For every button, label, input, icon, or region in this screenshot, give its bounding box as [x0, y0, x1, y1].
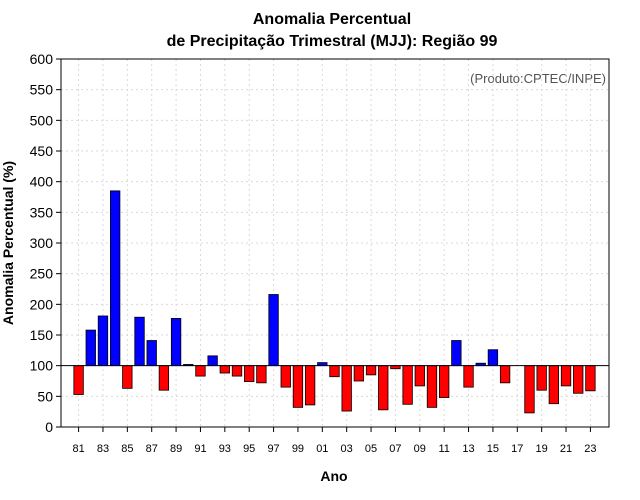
x-tick-label: 17: [511, 443, 523, 455]
bar-94: [231, 365, 243, 377]
x-tick-label: 01: [316, 443, 328, 455]
x-tick-label: 81: [72, 443, 84, 455]
bar-15: [487, 349, 499, 367]
bar-23: [585, 365, 596, 392]
credit-note: (Produto:CPTEC/INPE): [470, 71, 606, 86]
bar-91: [195, 365, 206, 377]
bar-09: [414, 365, 425, 387]
bar-16: [499, 365, 511, 384]
bar-93: [219, 365, 230, 374]
bar-10: [426, 365, 438, 408]
bar-08: [402, 365, 413, 405]
bar-06: [378, 365, 389, 411]
y-tick-label: 100: [30, 358, 54, 374]
bar-89: [170, 318, 182, 367]
bar-84: [109, 190, 121, 367]
bar-85: [122, 365, 133, 389]
bar-04: [353, 365, 365, 382]
x-tick-label: 85: [121, 443, 133, 455]
bar-83: [97, 315, 109, 367]
y-axis: 0 50 100 150 200 250 300 350 400 450 500 550 600: [30, 51, 61, 435]
y-tick-label: 0: [45, 419, 53, 435]
x-tick-label: 07: [389, 443, 401, 455]
y-tick-label: 350: [30, 204, 54, 220]
x-tick-label: 87: [146, 443, 158, 455]
chart-title: Anomalia Percentual: [253, 11, 411, 28]
x-tick-label: 21: [560, 443, 572, 455]
x-tick-label: 13: [462, 443, 474, 455]
bar-13: [463, 365, 474, 388]
bar-98: [280, 365, 291, 388]
bar-11: [439, 365, 450, 398]
x-tick-label: 99: [292, 443, 304, 455]
x-tick-label: 89: [170, 443, 182, 455]
y-tick-label: 600: [30, 51, 54, 67]
bar-99: [292, 365, 304, 408]
y-tick-label: 400: [30, 174, 54, 190]
bar-88: [158, 365, 170, 391]
bar-22: [573, 365, 584, 394]
x-tick-label: 03: [341, 443, 353, 455]
x-axis-label: Ano: [320, 468, 347, 484]
bar-87: [146, 340, 157, 367]
bar-12: [451, 340, 462, 367]
x-tick-label: 91: [194, 443, 206, 455]
x-tick-label: 09: [414, 443, 426, 455]
bar-18: [524, 365, 535, 414]
bar-96: [256, 365, 267, 384]
bar-92: [207, 355, 218, 367]
y-tick-label: 300: [30, 235, 54, 251]
bar-00: [304, 365, 316, 406]
x-tick-label: 23: [584, 443, 596, 455]
bar-82: [85, 329, 96, 367]
x-tick-label: 83: [97, 443, 109, 455]
bar-97: [268, 294, 279, 367]
x-tick-label: 93: [219, 443, 231, 455]
y-tick-label: 250: [30, 266, 54, 282]
bar-95: [244, 365, 255, 383]
x-tick-label: 19: [536, 443, 548, 455]
x-tick-label: 15: [487, 443, 499, 455]
x-axis: 81 83 85 87 89 91 93 95 97 99 01 03 05 07 09 11 13 15 17 19…: [72, 427, 597, 455]
bar-05: [365, 365, 377, 376]
bar-02: [329, 365, 340, 378]
bar-21: [560, 365, 572, 387]
y-tick-label: 500: [30, 112, 54, 128]
bar-19: [536, 365, 547, 391]
bar-20: [548, 365, 560, 405]
x-tick-label: 11: [438, 443, 449, 455]
x-tick-label: 95: [243, 443, 255, 455]
bar-03: [341, 365, 352, 412]
x-tick-label: 97: [267, 443, 279, 455]
bars-layer: [73, 190, 596, 414]
y-tick-label: 150: [30, 327, 54, 343]
bar-81: [73, 365, 84, 395]
y-tick-label: 200: [30, 296, 54, 312]
x-tick-label: 05: [365, 443, 377, 455]
y-tick-label: 50: [37, 388, 53, 404]
bar-86: [134, 316, 145, 367]
y-axis-label: Anomalia Percentual (%): [0, 161, 16, 325]
y-tick-label: 550: [30, 82, 54, 98]
y-tick-label: 450: [30, 143, 54, 159]
chart-subtitle: de Precipitação Trimestral (MJJ): Região…: [167, 33, 498, 50]
